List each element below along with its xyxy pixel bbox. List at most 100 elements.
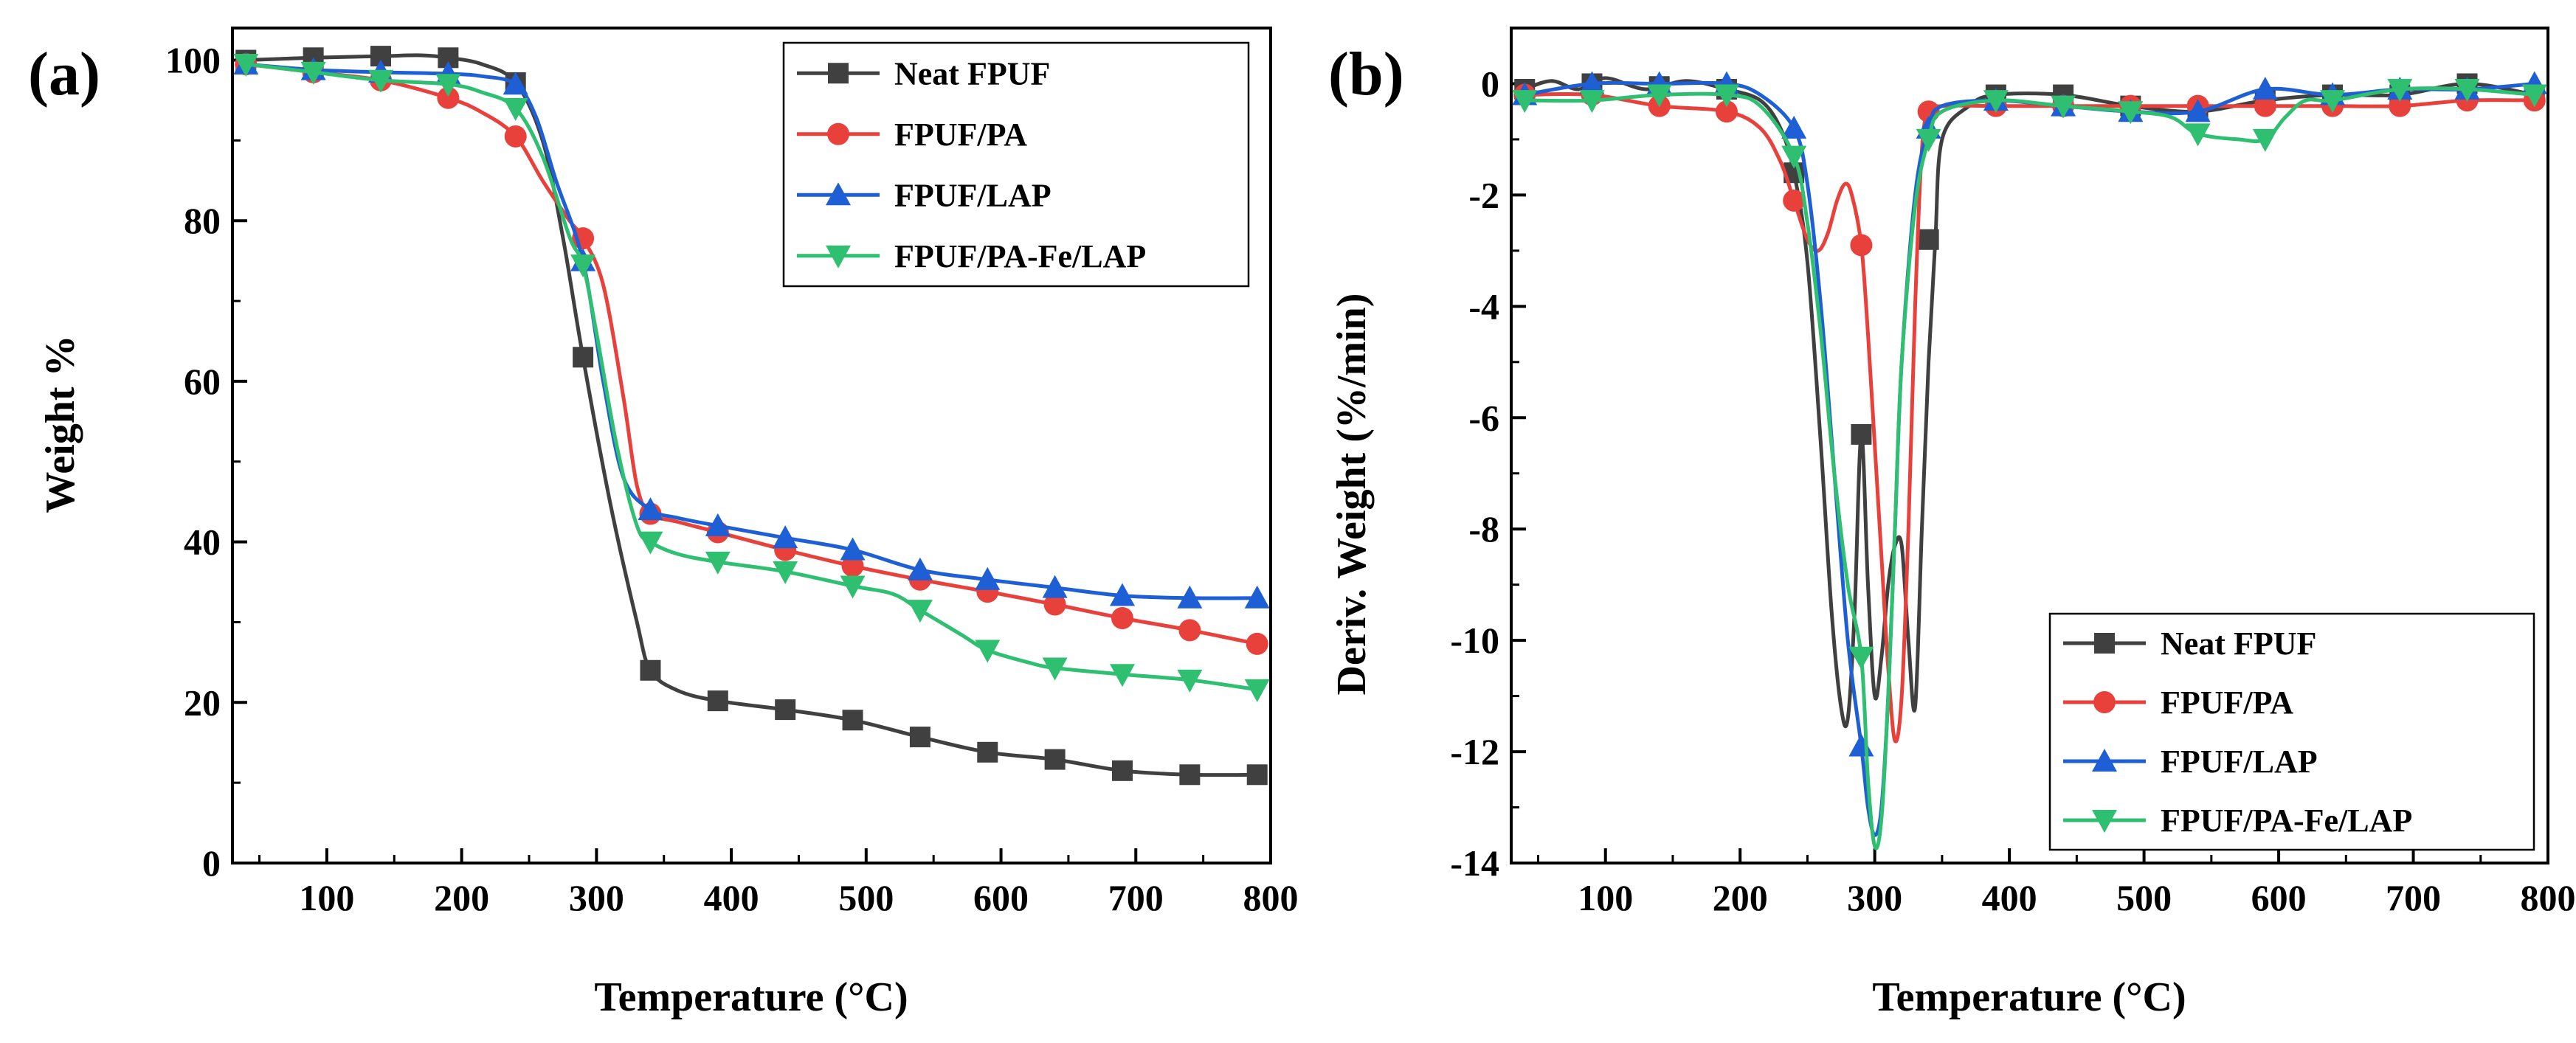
legend-label: FPUF/PA-Fe/LAP (2161, 803, 2412, 839)
data-point (1848, 646, 1874, 670)
y-tick-label: -14 (1450, 842, 1499, 884)
data-point (504, 125, 527, 148)
data-point (1713, 84, 1739, 108)
series-group (233, 46, 1270, 786)
panel-b-plot-area: 100 200 300 400 500 600 700 800 0 -2 -4 -6 -8 -10 -12 -… (1450, 27, 2576, 918)
data-point (1177, 669, 1203, 693)
data-point (570, 254, 596, 278)
panel-b-y-axis-title: Deriv. Weight (%/min) (1329, 294, 1375, 696)
y-tick-label: -10 (1450, 620, 1499, 661)
x-tick-label: 200 (434, 877, 489, 918)
data-point (1246, 764, 1268, 786)
legend-marker (2092, 749, 2117, 772)
data-point (2454, 79, 2480, 103)
legend-marker (2092, 810, 2117, 833)
y-tick-label: 0 (1481, 63, 1499, 104)
data-point (1178, 619, 1201, 642)
x-tick-label: 100 (1578, 877, 1633, 918)
data-point (1512, 90, 1538, 114)
legend-box (782, 41, 1250, 288)
x-tick-label: 300 (569, 877, 624, 918)
data-point (841, 555, 864, 578)
data-point (2252, 77, 2278, 100)
legend-label: Neat FPUF (894, 55, 1050, 91)
y-tick-label: 100 (165, 40, 221, 81)
legend-marker (827, 122, 849, 145)
data-point (975, 640, 1001, 663)
panel-a-plot-area: 100 200 300 400 500 600 700 800 0 20 40 60 80 100 Neat… (165, 27, 1299, 918)
data-point (1781, 145, 1807, 169)
data-point (1043, 593, 1066, 616)
plot-frame (1510, 27, 2549, 864)
data-point (842, 710, 863, 731)
panel-a-x-axis-title: Temperature (°C) (594, 974, 908, 1020)
data-point (300, 61, 326, 85)
data-point (707, 690, 728, 712)
data-point (435, 74, 461, 97)
legend: Neat FPUF FPUF/PA FPUF/LAP FPUF/PA-Fe/LAP (2048, 612, 2535, 851)
x-tick-label: 800 (2521, 877, 2576, 918)
x-tick-label: 300 (1847, 877, 1902, 918)
data-point (1646, 84, 1672, 108)
y-tick-label: 80 (184, 200, 221, 241)
data-point (705, 551, 731, 575)
legend-label: FPUF/LAP (2161, 744, 2318, 780)
data-point (640, 659, 661, 681)
data-point (1781, 115, 1807, 139)
data-point (2185, 123, 2211, 147)
legend-box (2048, 612, 2535, 851)
y-tick-label: 60 (184, 361, 221, 402)
data-point (840, 575, 866, 599)
data-point (773, 561, 798, 584)
y-tick-label: -8 (1468, 508, 1499, 550)
data-point (1579, 90, 1605, 114)
data-point (1783, 189, 1806, 212)
panel-b-label: (b) (1328, 40, 1404, 108)
data-point (840, 537, 866, 561)
x-tick-label: 600 (973, 877, 1029, 918)
y-tick-label: 0 (202, 842, 221, 884)
data-point (1244, 679, 1270, 702)
x-tick-label: 400 (704, 877, 759, 918)
legend-marker (2094, 633, 2115, 654)
y-tick-label: -12 (1450, 731, 1499, 772)
data-point (1042, 575, 1068, 598)
data-point (2254, 94, 2276, 117)
data-point (907, 600, 933, 623)
panel-b-x-axis-title: Temperature (°C) (1872, 974, 2186, 1020)
data-point (368, 69, 393, 93)
data-point (233, 53, 259, 77)
legend: Neat FPUF FPUF/PA FPUF/LAP FPUF/PA-Fe/LAP (782, 41, 1250, 288)
data-point (1918, 229, 1939, 250)
data-point (1110, 664, 1135, 687)
x-tick-label: 500 (838, 877, 894, 918)
legend-marker (826, 245, 851, 268)
data-point (2389, 94, 2411, 117)
legend-label: FPUF/PA (894, 117, 1027, 153)
data-point (1916, 128, 1941, 152)
data-point (1179, 764, 1201, 786)
data-point (907, 557, 933, 581)
y-tick-label: 40 (184, 522, 221, 563)
data-point (1851, 423, 1872, 445)
series-line-2 (246, 62, 1257, 600)
panel-a-y-axis-title: Weight % (38, 335, 83, 513)
series-group (1512, 71, 2547, 850)
data-point (775, 699, 796, 721)
data-point (503, 97, 528, 121)
data-point (773, 525, 798, 549)
data-point (573, 347, 594, 368)
x-tick-label: 800 (1243, 877, 1299, 918)
data-point (1111, 607, 1133, 630)
legend-label: Neat FPUF (2161, 626, 2316, 662)
plot-frame (231, 27, 1272, 864)
y-tick-label: 20 (184, 682, 221, 723)
data-point (2118, 101, 2144, 125)
data-point (2387, 79, 2413, 103)
data-point (2051, 95, 2076, 119)
data-point (1044, 749, 1066, 770)
y-tick-label: -6 (1468, 397, 1499, 438)
data-point (2252, 128, 2278, 152)
x-tick-label: 100 (299, 877, 354, 918)
